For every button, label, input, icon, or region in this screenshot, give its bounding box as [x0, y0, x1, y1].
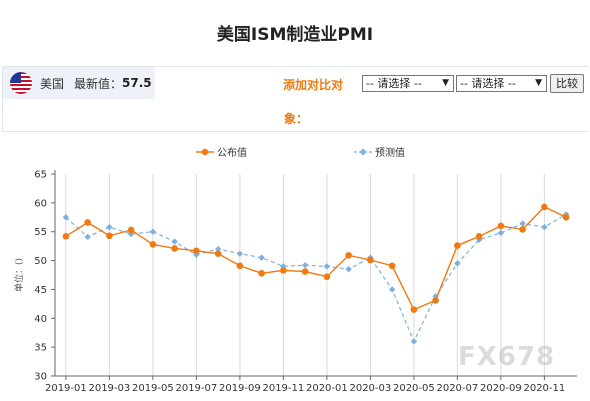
y-tick-label: 65 — [34, 170, 47, 181]
forecast-point — [214, 245, 222, 253]
dropdown-arrow-icon: ▼ — [442, 78, 449, 88]
x-tick-label: 2019-11 — [262, 383, 304, 394]
published-point — [106, 232, 113, 240]
dropdown-arrow-icon: ▼ — [535, 78, 542, 88]
legend-circle-icon — [196, 148, 214, 155]
compare-select-2[interactable]: -- 请选择 -- ▼ — [456, 75, 547, 92]
y-tick-label: 30 — [34, 372, 47, 383]
legend-item-published[interactable]: 公布值 — [196, 144, 247, 159]
forecast-point — [193, 251, 200, 258]
published-point — [541, 203, 548, 211]
x-tick-label: 2019-09 — [219, 383, 261, 394]
published-point — [280, 267, 287, 274]
legend-label: 公布值 — [217, 148, 247, 159]
x-tick-label: 2019-05 — [132, 383, 174, 394]
forecast-point — [301, 261, 309, 269]
compare-select-2-value: -- 请选择 -- — [460, 77, 516, 90]
chart-legend: 公布值 预测值 — [0, 144, 590, 160]
forecast-point — [258, 254, 265, 261]
country-name: 美国 — [40, 76, 65, 91]
y-tick-label: 60 — [34, 198, 47, 209]
x-tick-label: 2019-01 — [45, 383, 87, 394]
compare-button[interactable]: 比较 — [550, 74, 584, 93]
forecast-point — [84, 233, 91, 241]
page-title: 美国ISM制造业PMI — [216, 25, 374, 45]
add-compare-label-cont: 象： — [284, 112, 309, 126]
x-tick-label: 2020-05 — [393, 383, 435, 394]
published-point — [193, 247, 200, 255]
y-tick-label: 35 — [34, 343, 47, 354]
published-point — [236, 262, 244, 270]
published-point — [214, 250, 222, 257]
published-point — [497, 222, 505, 230]
x-tick-label: 2020-03 — [349, 383, 391, 394]
forecast-point — [345, 266, 352, 273]
published-point — [323, 273, 331, 281]
forecast-point — [106, 223, 113, 231]
forecast-point — [127, 230, 135, 238]
forecast-point — [171, 238, 178, 245]
published-point — [301, 268, 309, 275]
forecast-point — [149, 228, 157, 235]
y-tick-label: 40 — [34, 314, 47, 325]
published-point — [454, 242, 461, 249]
legend-diamond-icon — [354, 148, 372, 155]
us-flag-icon — [10, 72, 32, 94]
y-tick-label: 55 — [34, 227, 47, 238]
published-point — [171, 245, 178, 252]
forecast-point — [497, 229, 505, 237]
x-tick-label: 2020-09 — [480, 383, 522, 394]
published-point — [149, 241, 157, 248]
legend-label: 预测值 — [375, 148, 405, 159]
y-axis-label: 单位：() — [13, 258, 25, 292]
forecast-point — [62, 214, 70, 221]
y-tick-label: 45 — [34, 285, 47, 296]
watermark-logo: FX678 — [458, 342, 556, 372]
x-tick-label: 2019-07 — [175, 383, 217, 394]
x-tick-label: 2019-03 — [88, 383, 130, 394]
compare-select-1-value: -- 请选择 -- — [366, 77, 422, 90]
y-tick-label: 50 — [34, 256, 47, 267]
info-bar: 美国 最新值： 57.5 添加对比对 象： -- 请选择 -- ▼ -- 请选择… — [2, 66, 588, 132]
published-point — [367, 256, 374, 264]
x-tick-label: 2020-01 — [306, 383, 348, 394]
latest-value-panel: 美国 最新值： 57.5 — [3, 67, 155, 99]
forecast-point — [388, 286, 396, 293]
x-tick-label: 2020-07 — [436, 383, 478, 394]
compare-select-1[interactable]: -- 请选择 -- ▼ — [362, 75, 454, 92]
forecast-point — [454, 260, 461, 267]
series-line-forecast — [65, 213, 567, 343]
forecast-point — [323, 263, 331, 270]
latest-value-label: 最新值： — [74, 76, 123, 91]
published-point — [62, 233, 70, 240]
published-point — [410, 306, 418, 313]
forecast-point — [519, 220, 526, 227]
published-point — [127, 226, 135, 234]
pmi-line-chart: 2019-01 2019-03 2019-05 2019-07 2019-09 2019-… — [13, 170, 577, 394]
published-point — [432, 297, 439, 304]
published-point — [519, 226, 526, 233]
latest-value: 57.5 — [122, 76, 152, 90]
legend-item-forecast[interactable]: 预测值 — [354, 144, 405, 159]
published-point — [258, 269, 265, 277]
published-point — [388, 262, 396, 270]
x-tick-label: 2020-11 — [523, 383, 565, 394]
published-point — [84, 219, 91, 226]
add-compare-label: 添加对比对 — [283, 78, 344, 92]
published-point — [475, 233, 483, 240]
forecast-point — [410, 338, 418, 345]
published-point — [562, 213, 570, 221]
series-line-published — [65, 206, 567, 311]
forecast-point — [541, 223, 548, 231]
forecast-point — [236, 250, 244, 257]
published-point — [345, 252, 352, 259]
